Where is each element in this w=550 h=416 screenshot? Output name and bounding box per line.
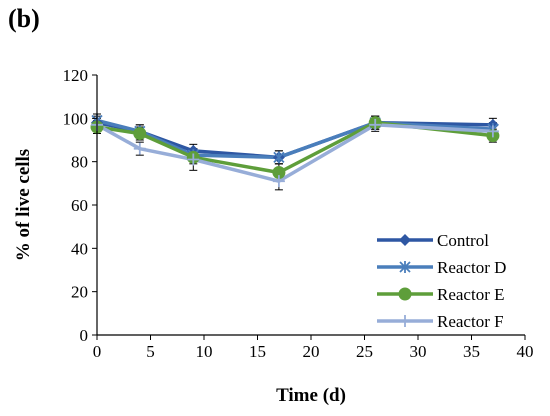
data-point: [486, 125, 499, 138]
panel-label: (b): [8, 4, 40, 33]
data-point: [369, 118, 382, 131]
series-line: [96, 123, 493, 183]
x-tick-label: 0: [93, 342, 102, 361]
x-tick-label: 15: [249, 342, 266, 361]
legend-item: Reactor D: [377, 258, 506, 277]
legend-item: Reactor E: [377, 285, 505, 304]
legend-label: Reactor E: [437, 285, 505, 304]
legend-marker: [398, 287, 412, 301]
y-axis-title: % of live cells: [13, 149, 34, 261]
data-point: [272, 175, 285, 188]
data-markers: [90, 114, 500, 188]
data-point: [133, 127, 147, 140]
legend: Control Reactor D Reactor E Reactor F: [377, 231, 506, 331]
x-axis-title: Time (d): [276, 385, 346, 406]
y-tick-label: 0: [80, 326, 89, 345]
data-point: [273, 151, 285, 164]
legend-item: Reactor F: [377, 312, 504, 331]
legend-label: Reactor D: [437, 258, 506, 277]
legend-marker: [399, 261, 411, 273]
x-tick-label: 35: [463, 342, 480, 361]
y-tick-label: 120: [63, 66, 89, 85]
legend-marker: [399, 315, 411, 327]
y-tick-label: 80: [71, 153, 88, 172]
x-tick-label: 25: [356, 342, 373, 361]
legend-marker: [399, 234, 411, 246]
x-tick-label: 5: [146, 342, 155, 361]
x-tick-label: 10: [196, 342, 213, 361]
data-point: [133, 142, 146, 155]
data-point: [187, 153, 200, 166]
series-lines: [96, 118, 494, 183]
legend-label: Control: [437, 231, 489, 250]
y-tick-label: 100: [63, 109, 89, 128]
data-point: [272, 166, 286, 179]
series-line: [96, 120, 494, 175]
x-ticks: 0 5 10 15 20 25 30 35 40: [93, 335, 534, 361]
y-tick-label: 20: [71, 283, 88, 302]
y-tick-label: 60: [71, 196, 88, 215]
legend-label: Reactor F: [437, 312, 504, 331]
x-tick-label: 20: [303, 342, 320, 361]
legend-item: Control: [377, 231, 489, 250]
x-tick-label: 30: [410, 342, 427, 361]
y-ticks: 0 20 40 60 80 100 120: [63, 66, 97, 345]
y-tick-label: 40: [71, 239, 88, 258]
x-tick-label: 40: [517, 342, 534, 361]
